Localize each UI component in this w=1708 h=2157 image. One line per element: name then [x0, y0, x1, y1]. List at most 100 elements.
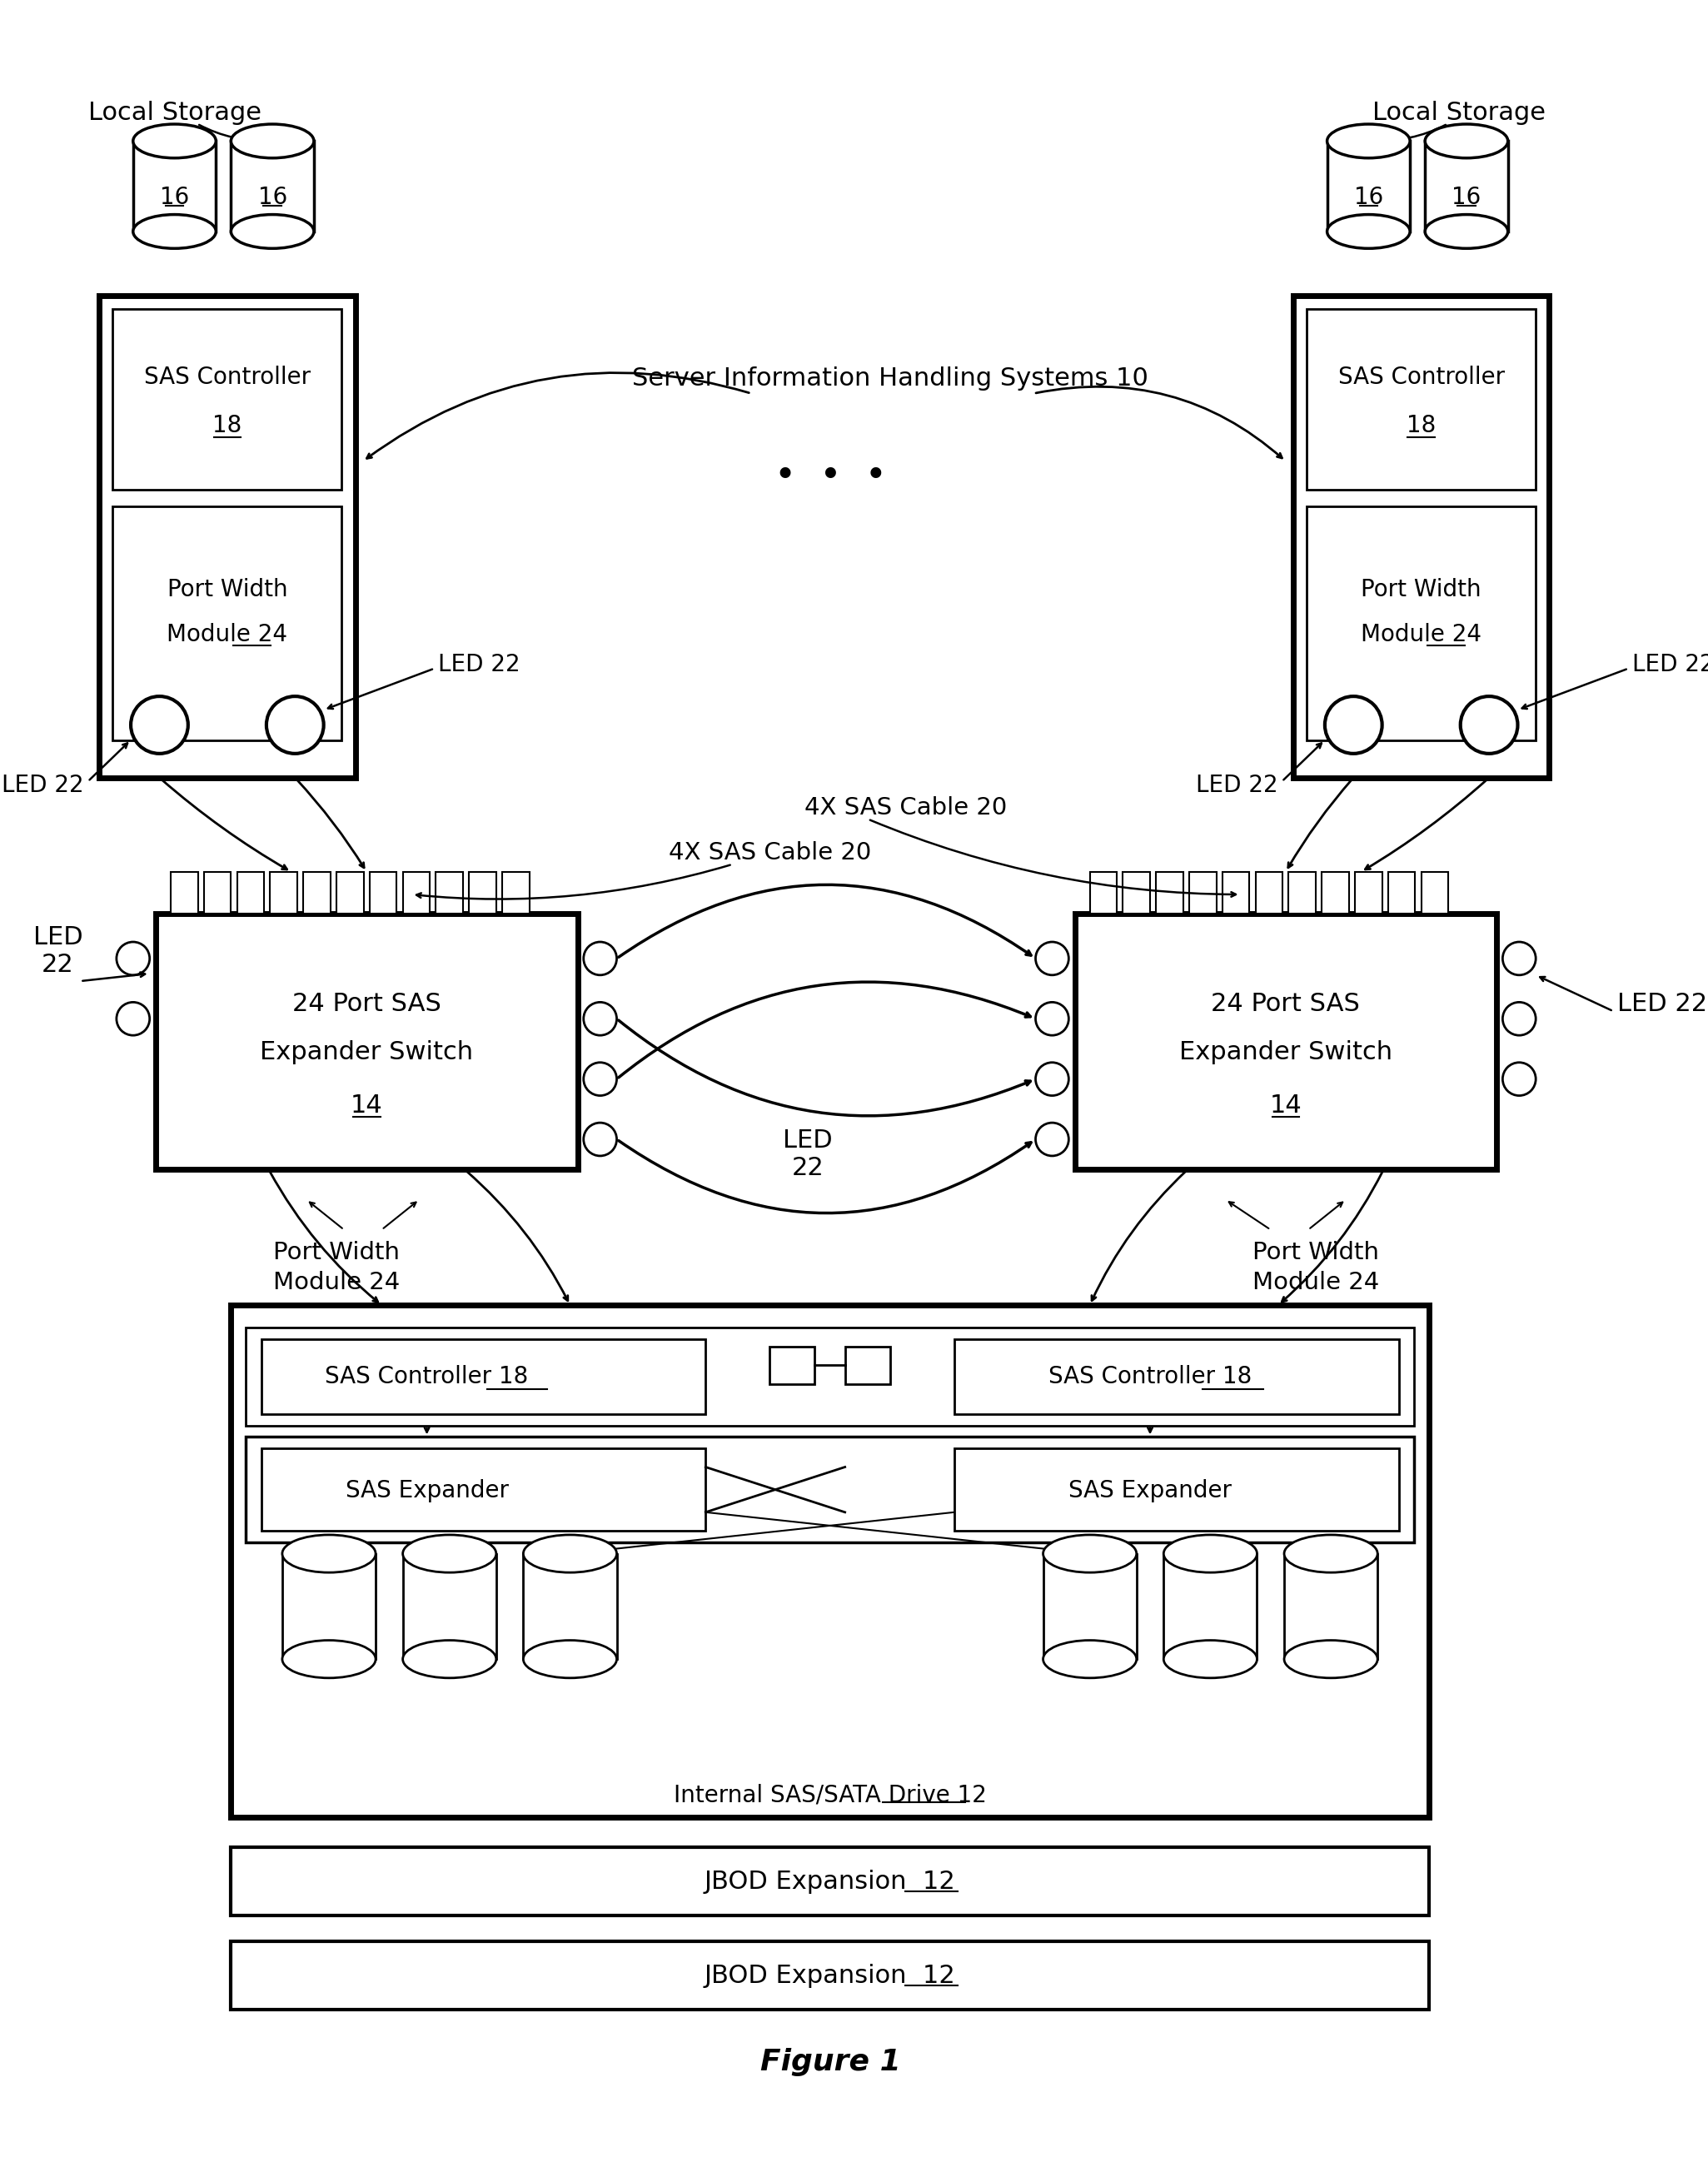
Circle shape [1460, 697, 1518, 753]
Bar [1307, 308, 1535, 490]
Bar [470, 871, 495, 912]
Bar [1044, 1553, 1136, 1659]
Text: LED 22: LED 22 [2, 774, 84, 796]
Circle shape [584, 1063, 617, 1096]
Text: Port Width: Port Width [1361, 578, 1481, 602]
Bar [770, 1346, 815, 1385]
Circle shape [266, 697, 323, 753]
Bar [113, 308, 342, 490]
Text: SAS Controller 18: SAS Controller 18 [1049, 1365, 1252, 1389]
Circle shape [584, 1124, 617, 1156]
Ellipse shape [523, 1536, 617, 1572]
Text: LED 22: LED 22 [439, 654, 521, 677]
Bar [231, 1941, 1430, 2010]
Bar [369, 871, 396, 912]
Bar [246, 1437, 1414, 1542]
Ellipse shape [1327, 214, 1411, 248]
Ellipse shape [1163, 1639, 1257, 1678]
Bar [1322, 871, 1349, 912]
Bar [955, 1339, 1399, 1415]
Text: 16: 16 [161, 186, 190, 209]
Text: LED 22: LED 22 [1633, 654, 1708, 677]
Ellipse shape [231, 214, 314, 248]
Bar [270, 871, 297, 912]
Text: SAS Controller: SAS Controller [1337, 365, 1505, 388]
Ellipse shape [1284, 1639, 1378, 1678]
Ellipse shape [1163, 1536, 1257, 1572]
Text: Port Width: Port Width [1252, 1240, 1378, 1264]
Bar [261, 1339, 705, 1415]
Bar [203, 871, 231, 912]
Text: JBOD Expansion  12: JBOD Expansion 12 [704, 1963, 955, 1987]
Bar [304, 871, 330, 912]
Ellipse shape [1044, 1639, 1136, 1678]
Bar [1288, 871, 1315, 912]
Text: Figure 1: Figure 1 [760, 2047, 900, 2077]
Bar [1293, 296, 1549, 779]
Text: Port Width: Port Width [167, 578, 287, 602]
Bar [246, 1329, 1414, 1426]
Text: Port Width: Port Width [273, 1240, 400, 1264]
Bar [1424, 140, 1508, 231]
Text: Local Storage: Local Storage [1372, 101, 1546, 125]
Circle shape [1035, 1063, 1069, 1096]
Bar [1122, 871, 1149, 912]
Circle shape [584, 943, 617, 975]
Text: SAS Expander: SAS Expander [345, 1480, 509, 1503]
Text: JBOD Expansion  12: JBOD Expansion 12 [704, 1870, 955, 1894]
Text: LED
22: LED 22 [782, 1128, 832, 1180]
Bar [1354, 871, 1382, 912]
Text: 24 Port SAS: 24 Port SAS [1211, 992, 1360, 1016]
Ellipse shape [1044, 1536, 1136, 1572]
Text: Internal SAS/SATA Drive 12: Internal SAS/SATA Drive 12 [673, 1784, 987, 1805]
Text: Expander Switch: Expander Switch [260, 1040, 473, 1066]
Bar [155, 912, 577, 1169]
Circle shape [1503, 943, 1535, 975]
Ellipse shape [133, 125, 215, 157]
Text: SAS Expander: SAS Expander [1069, 1480, 1231, 1503]
Text: 14: 14 [350, 1094, 383, 1117]
Bar [282, 1553, 376, 1659]
Circle shape [1503, 1063, 1535, 1096]
Bar [403, 1553, 495, 1659]
Text: 18: 18 [1407, 414, 1436, 438]
Bar [1189, 871, 1216, 912]
Bar [1421, 871, 1448, 912]
Circle shape [132, 697, 188, 753]
Circle shape [1035, 1124, 1069, 1156]
Circle shape [1325, 697, 1382, 753]
Text: Expander Switch: Expander Switch [1179, 1040, 1392, 1066]
Bar [231, 1305, 1430, 1818]
Ellipse shape [1424, 214, 1508, 248]
Bar [99, 296, 355, 779]
Bar [436, 871, 463, 912]
Circle shape [116, 943, 150, 975]
Ellipse shape [1424, 125, 1508, 157]
Text: 24 Port SAS: 24 Port SAS [292, 992, 441, 1016]
Ellipse shape [523, 1639, 617, 1678]
Text: Local Storage: Local Storage [87, 101, 261, 125]
Ellipse shape [133, 214, 215, 248]
Text: Server Information Handling Systems 10: Server Information Handling Systems 10 [632, 367, 1149, 390]
Text: Module 24: Module 24 [167, 623, 287, 647]
Bar [1327, 140, 1411, 231]
Bar [336, 871, 364, 912]
Text: •  •  •: • • • [774, 459, 886, 494]
Text: 4X SAS Cable 20: 4X SAS Cable 20 [804, 796, 1008, 820]
Circle shape [1503, 1003, 1535, 1035]
Bar [1074, 912, 1496, 1169]
Text: Module 24: Module 24 [1361, 623, 1481, 647]
Bar [1284, 1553, 1378, 1659]
Bar [1156, 871, 1184, 912]
Bar [133, 140, 215, 231]
Text: 18: 18 [212, 414, 243, 438]
Circle shape [116, 1003, 150, 1035]
Bar [231, 1849, 1430, 1915]
Text: 14: 14 [1269, 1094, 1301, 1117]
Text: LED 22: LED 22 [1617, 992, 1708, 1016]
Bar [171, 871, 198, 912]
Bar [845, 1346, 890, 1385]
Ellipse shape [231, 125, 314, 157]
Text: 4X SAS Cable 20: 4X SAS Cable 20 [670, 841, 871, 865]
Text: Module 24: Module 24 [1252, 1270, 1378, 1294]
